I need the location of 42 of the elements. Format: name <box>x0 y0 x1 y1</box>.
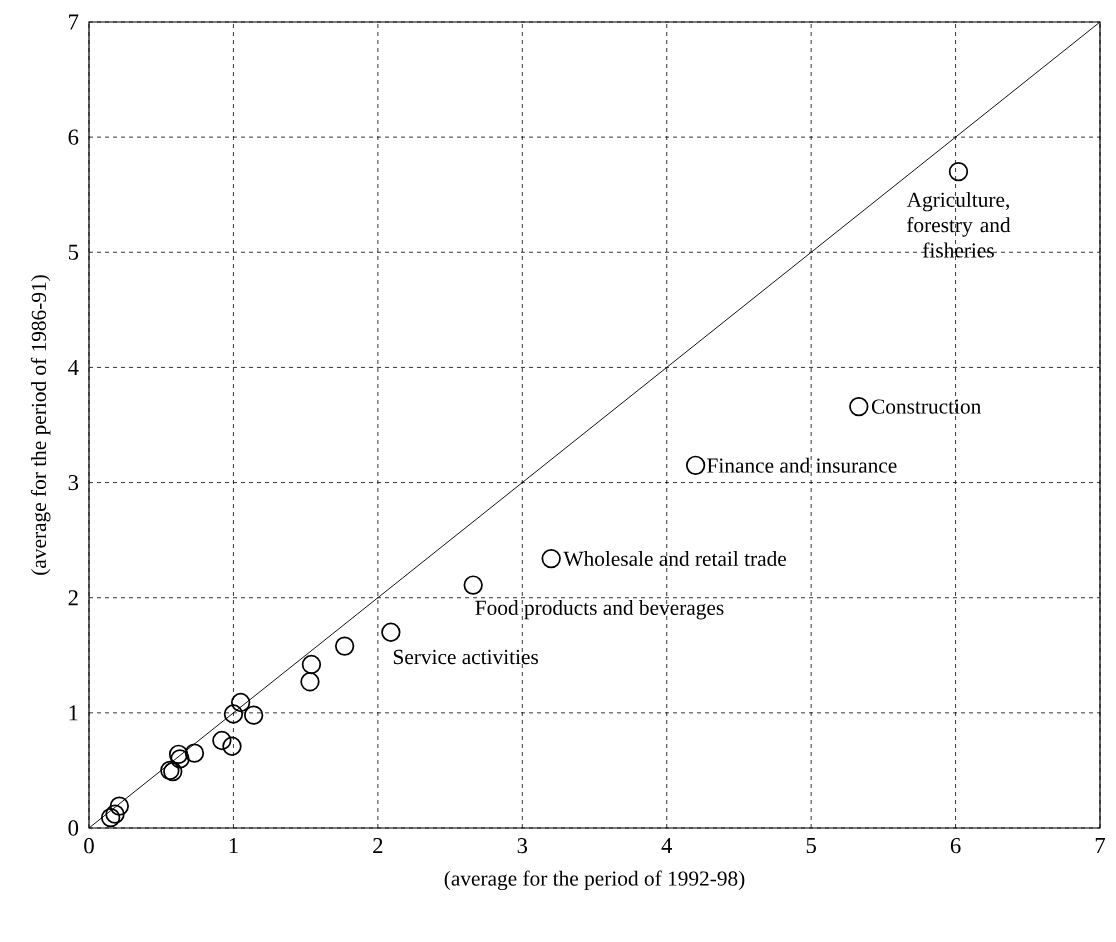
point <box>170 749 190 769</box>
y-tick-label: 4 <box>68 359 79 375</box>
y-tick-label: 7 <box>69 14 79 30</box>
point <box>381 622 401 642</box>
point <box>948 162 969 182</box>
x-tick-label: 6 <box>950 838 961 854</box>
point <box>222 736 242 756</box>
annotation: Service activities <box>393 649 539 665</box>
point <box>184 743 205 763</box>
y-tick-label: 3 <box>68 474 79 491</box>
annotation: Agriculture, forestry and fisheries <box>906 191 1011 258</box>
point <box>109 796 129 816</box>
x-tick-label: 3 <box>517 838 528 854</box>
point <box>541 548 561 569</box>
annotation: Finance and insurance <box>707 457 897 473</box>
point <box>212 730 232 751</box>
y-tick-label: 6 <box>68 129 79 145</box>
point <box>334 636 355 656</box>
point <box>300 672 320 692</box>
point <box>301 654 322 675</box>
x-tick-label: 7 <box>1095 838 1106 853</box>
y-tick-label: 1 <box>69 705 78 721</box>
point <box>230 692 251 713</box>
y-axis-title: (average for the period of 1986-91) <box>30 275 51 575</box>
y-tick-label: 2 <box>68 590 78 606</box>
point <box>463 575 483 595</box>
annotation: Wholesale and retail trade <box>563 551 787 567</box>
point <box>168 744 189 764</box>
point <box>223 704 244 724</box>
annotation: Construction <box>871 399 981 414</box>
x-tick-label: 5 <box>806 838 816 854</box>
annotation: Food products and beverages <box>475 599 724 620</box>
x-tick-label: 4 <box>661 838 673 853</box>
y-tick-label: 0 <box>68 820 79 836</box>
x-axis-title: (average for the period of 1992-98) <box>444 870 745 891</box>
point <box>849 396 869 417</box>
y-tick-label: 5 <box>68 244 79 260</box>
x-tick-label: 2 <box>373 838 383 854</box>
point <box>243 705 264 725</box>
x-tick-label: 0 <box>84 838 94 854</box>
point <box>685 455 706 475</box>
x-tick-label: 1 <box>229 838 238 854</box>
